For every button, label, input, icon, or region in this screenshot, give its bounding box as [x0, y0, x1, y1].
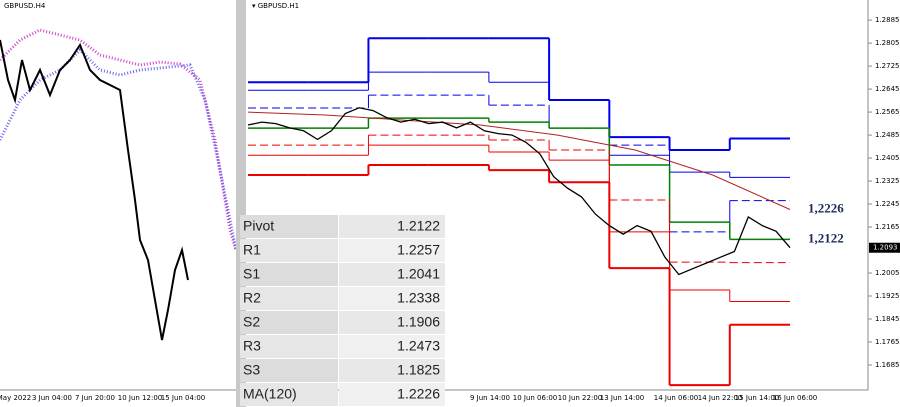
y-tick-label: 1.2885: [875, 16, 900, 24]
y-tick-label: 1.2325: [875, 177, 900, 185]
y-tick-label: 1.2165: [875, 223, 900, 231]
x-tick-label: 3 Jun 04:00: [32, 394, 72, 402]
price-candles: [0, 39, 189, 341]
price-line: [247, 107, 791, 276]
panel-title: GBPUSD.H4: [4, 2, 46, 10]
x-tick-label: May 2022: [0, 394, 31, 402]
level-value: 1.2257: [397, 242, 440, 258]
y-tick-label: 1.1685: [875, 361, 900, 369]
table-cell: [240, 383, 338, 406]
panel-title: ▾ GBPUSD.H1: [252, 2, 299, 10]
table-cell: [240, 359, 338, 382]
table-cell: [339, 359, 445, 382]
y-tick-label: 1.1925: [875, 292, 900, 300]
level-name: R2: [243, 290, 261, 306]
level-name: R3: [243, 338, 261, 354]
x-tick-label: 10 Jun 12:00: [118, 394, 162, 402]
level-annotation: 1,2226: [808, 200, 844, 215]
level-value: 1.2122: [397, 218, 440, 234]
level-name: Pivot: [243, 218, 274, 234]
level-value: 1.2226: [397, 386, 440, 402]
table-cell: [240, 311, 338, 334]
y-tick-label: 1.2565: [875, 108, 900, 116]
y-tick-label: 1.2725: [875, 62, 900, 70]
current-price-label: 1.2093: [873, 244, 898, 252]
level-table: Pivot 1.2122 R1 1.2257 S1 1.2041 R2 1.2338 S2 1.1…: [240, 215, 445, 406]
level-value: 1.2041: [397, 266, 440, 282]
x-tick-label: 15 Jun 04:00: [161, 394, 205, 402]
table-cell: [339, 215, 445, 238]
table-cell: [339, 263, 445, 286]
table-cell: [339, 311, 445, 334]
panel-title-text: GBPUSD.H1: [258, 2, 299, 10]
level-name: R1: [243, 242, 261, 258]
table-cell: [339, 383, 445, 406]
table-cell: [240, 335, 338, 358]
x-tick-label: 14 Jun 06:00: [654, 394, 698, 402]
table-cell: [240, 263, 338, 286]
x-tick-label: 15 Jun 14:00: [735, 394, 779, 402]
left-chart: GBPUSD.H4: [0, 2, 238, 391]
table-cell: [240, 287, 338, 310]
x-tick-label: 10 Jun 06:00: [513, 394, 557, 402]
level-name: S2: [243, 314, 260, 330]
table-cell: [339, 287, 445, 310]
panel-splitter[interactable]: [236, 0, 246, 407]
y-tick-label: 1.2485: [875, 131, 900, 139]
level-value: 1.1825: [397, 362, 440, 378]
x-tick-label: 16 Jun 06:00: [773, 394, 817, 402]
x-tick-label: 10 Jun 22:00: [558, 394, 602, 402]
y-tick-label: 1.2405: [875, 154, 900, 162]
table-cell: [240, 215, 338, 238]
y-tick-label: 1.2005: [875, 269, 900, 277]
current-price-tag: [869, 242, 900, 253]
table-cell: [339, 335, 445, 358]
level-value: 1.1906: [397, 314, 440, 330]
level-annotation: 1,2122: [808, 230, 844, 245]
y-tick-label: 1.2805: [875, 39, 900, 47]
y-tick-label: 1.1845: [875, 315, 900, 323]
x-tick-label: 13 Jun 14:00: [600, 394, 644, 402]
level-value: 1.2473: [397, 338, 440, 354]
x-tick-label: 7 Jun 20:00: [75, 394, 115, 402]
level-name: S1: [243, 266, 260, 282]
x-tick-label: 14 Jun 22:00: [698, 394, 742, 402]
y-tick-label: 1.1765: [875, 338, 900, 346]
level-value: 1.2338: [397, 290, 440, 306]
right-chart: 1.2885 1.2805 1.2725 1.2645 1.2565 1.2485 1.24…: [247, 16, 900, 402]
table-cell: [339, 239, 445, 262]
level-name: MA(120): [243, 386, 297, 402]
y-tick-label: 1.2245: [875, 200, 900, 208]
ma-line: [247, 111, 791, 210]
level-name: S3: [243, 362, 260, 378]
ichimoku-cloud: [0, 28, 238, 251]
x-tick-label: 9 Jun 14:00: [470, 394, 510, 402]
y-tick-label: 1.2645: [875, 85, 900, 93]
table-cell: [240, 239, 338, 262]
